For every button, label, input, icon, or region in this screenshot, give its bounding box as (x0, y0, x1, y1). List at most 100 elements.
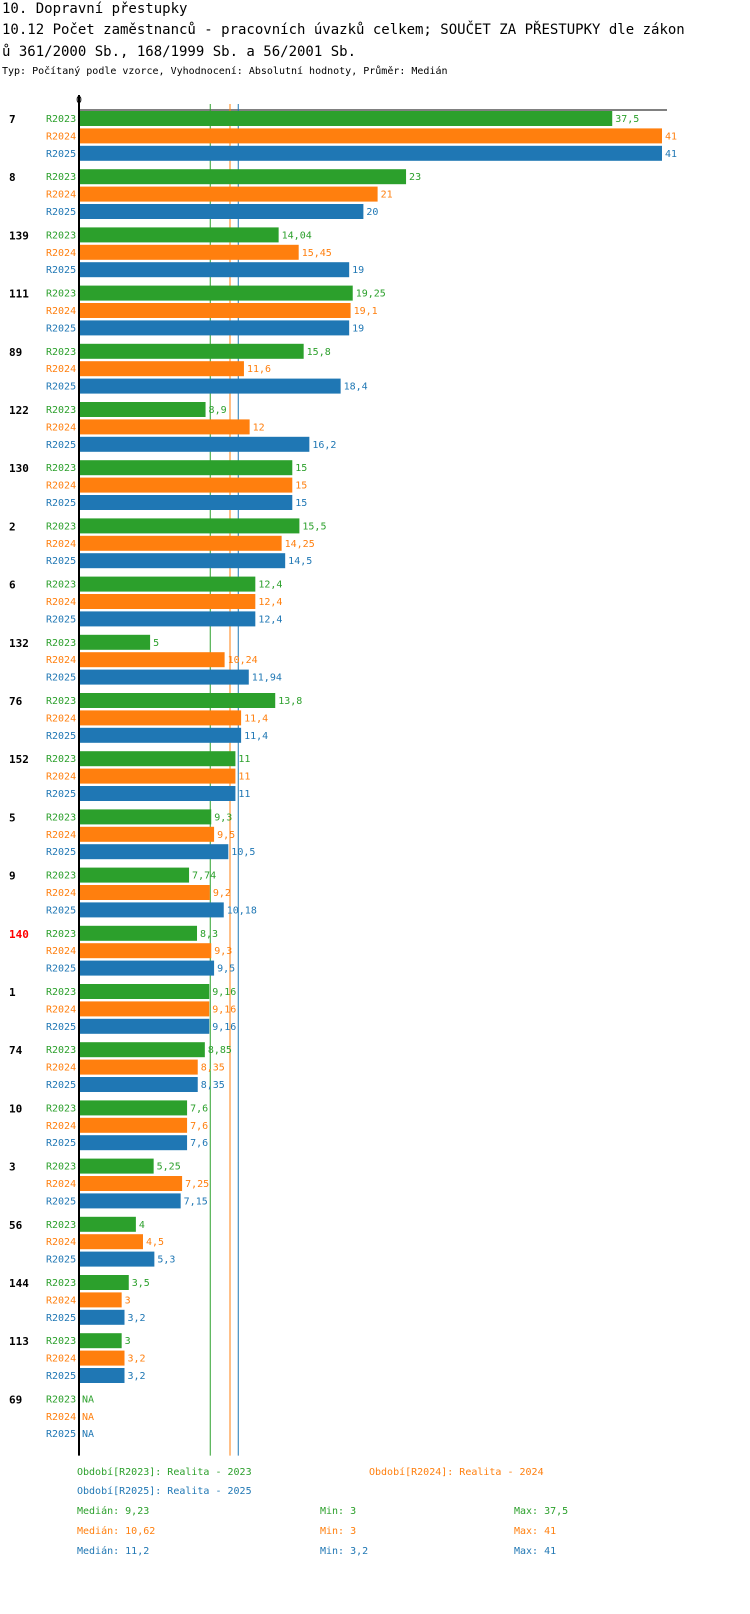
series-label-r2023: R2023 (46, 463, 76, 474)
series-label-r2023: R2023 (46, 812, 76, 823)
max-r2023: Max: 37,5 (514, 1506, 569, 1517)
data-label-r2025: 14,5 (288, 556, 312, 567)
bar-r2024 (79, 1001, 210, 1017)
bar-r2025 (79, 320, 350, 336)
bar-r2023 (79, 576, 256, 592)
data-label-r2025: 12,4 (258, 614, 282, 625)
data-label-r2025: 11,4 (244, 731, 268, 742)
series-label-r2025: R2025 (46, 905, 76, 916)
bar-r2024 (79, 826, 215, 842)
bar-r2024 (79, 477, 293, 493)
series-label-r2025: R2025 (46, 1080, 76, 1091)
bar-r2024 (79, 1117, 188, 1133)
bar-r2025 (79, 1135, 188, 1151)
data-label-r2024: 9,2 (213, 888, 231, 899)
bar-r2023 (79, 1275, 129, 1290)
series-label-r2025: R2025 (46, 556, 76, 567)
data-label-r2025: 11,94 (252, 673, 282, 684)
bar-r2023 (79, 169, 407, 185)
bar-r2023 (79, 693, 276, 708)
data-label-r2024: 9,5 (217, 830, 235, 841)
section-title: 10. Dopravní přestupky (2, 1, 188, 17)
series-label-r2023: R2023 (46, 871, 76, 882)
bar-r2024 (79, 361, 244, 377)
bar-r2025 (79, 262, 350, 278)
data-label-r2024: 9,16 (212, 1004, 236, 1015)
series-label-r2025: R2025 (46, 731, 76, 742)
series-label-r2024: R2024 (46, 1121, 76, 1132)
bar-r2024 (79, 943, 212, 959)
chart-subtitle: Typ: Počítaný podle vzorce, Vyhodnocení:… (2, 66, 448, 77)
category-label: 111 (9, 288, 29, 301)
bar-r2023 (79, 227, 279, 243)
data-label-r2024: 41 (665, 131, 677, 142)
bar-r2024 (79, 1292, 122, 1308)
series-label-r2025: R2025 (46, 440, 76, 451)
median-r2025: Medián: 11,2 (77, 1546, 150, 1557)
series-label-r2025: R2025 (46, 789, 76, 800)
bar-r2024 (79, 186, 378, 202)
series-label-r2023: R2023 (46, 347, 76, 358)
data-label-r2024: 9,3 (214, 946, 232, 957)
bar-r2025 (79, 669, 249, 685)
series-label-r2025: R2025 (46, 1313, 76, 1324)
bar-r2025 (79, 1077, 198, 1092)
bar-r2023 (79, 1100, 188, 1116)
data-label-r2024: 7,6 (190, 1121, 208, 1132)
series-label-r2023: R2023 (46, 172, 76, 183)
category-label: 89 (9, 346, 22, 359)
bar-r2025 (79, 145, 662, 161)
bar-r2024 (79, 303, 351, 318)
data-label-r2023: 15,5 (302, 521, 326, 532)
bar-r2025 (79, 902, 224, 918)
data-label-r2025: NA (82, 1429, 94, 1440)
data-label-r2023: 15,8 (307, 347, 331, 358)
bar-r2024 (79, 768, 236, 784)
series-label-r2025: R2025 (46, 149, 76, 160)
data-label-r2024: 12,4 (258, 597, 282, 608)
bar-r2025 (79, 436, 310, 452)
bar-r2025 (79, 1251, 155, 1267)
bar-r2024 (79, 710, 242, 726)
category-label: 139 (9, 229, 29, 242)
bar-r2023 (79, 285, 353, 301)
series-label-r2025: R2025 (46, 614, 76, 625)
bar-r2025 (79, 727, 242, 743)
bar-r2023 (79, 343, 304, 359)
series-label-r2025: R2025 (46, 265, 76, 276)
series-label-r2023: R2023 (46, 1278, 76, 1289)
series-label-r2024: R2024 (46, 1063, 76, 1074)
category-label: 5 (9, 811, 16, 824)
category-label: 9 (9, 870, 16, 883)
bar-r2025 (79, 204, 364, 219)
data-label-r2024: 11 (238, 772, 250, 783)
bar-r2025 (79, 378, 341, 394)
data-label-r2023: 23 (409, 172, 421, 183)
data-label-r2024: 11,6 (247, 364, 271, 375)
series-label-r2023: R2023 (46, 1103, 76, 1114)
series-label-r2024: R2024 (46, 539, 76, 550)
data-label-r2025: 7,15 (184, 1196, 208, 1207)
data-label-r2025: 16,2 (312, 440, 336, 451)
bar-r2023 (79, 460, 293, 476)
bar-r2024 (79, 1234, 143, 1250)
data-label-r2025: 3,2 (128, 1371, 146, 1382)
max-r2024: Max: 41 (514, 1526, 557, 1537)
data-label-r2023: 8,3 (200, 929, 218, 940)
data-label-r2025: 15 (295, 498, 307, 509)
series-label-r2023: R2023 (46, 405, 76, 416)
data-label-r2023: 37,5 (615, 114, 639, 125)
series-label-r2023: R2023 (46, 1045, 76, 1056)
series-label-r2023: R2023 (46, 638, 76, 649)
bar-r2024 (79, 1059, 198, 1075)
data-label-r2023: 7,74 (192, 871, 216, 882)
bar-r2023 (79, 518, 300, 534)
series-label-r2023: R2023 (46, 1336, 76, 1347)
series-label-r2025: R2025 (46, 498, 76, 509)
series-label-r2025: R2025 (46, 1022, 76, 1033)
median-r2024: Medián: 10,62 (77, 1526, 156, 1537)
category-label: 74 (9, 1044, 23, 1057)
data-label-r2024: 4,5 (146, 1237, 164, 1248)
bar-r2024 (79, 1176, 183, 1191)
data-label-r2024: 3 (125, 1295, 131, 1306)
